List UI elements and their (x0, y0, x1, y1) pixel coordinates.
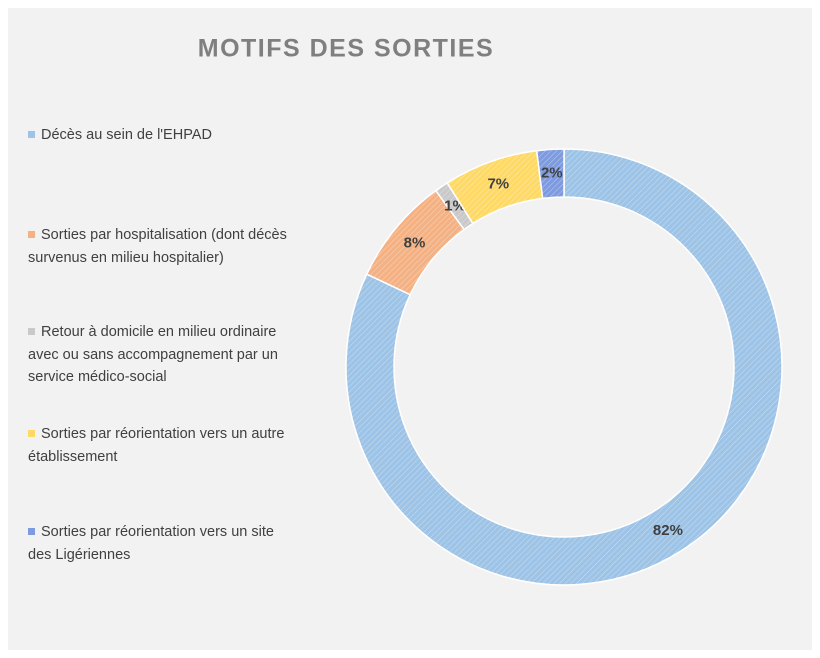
legend-label: Retour à domicile en milieu ordinaire av… (28, 324, 278, 385)
legend-item: Retour à domicile en milieu ordinaire av… (28, 321, 290, 389)
legend-swatch (28, 328, 35, 335)
legend-item: Sorties par hospitalisation (dont décès … (28, 224, 290, 269)
chart-title: MOTIFS DES SORTIES (198, 35, 494, 63)
legend-swatch (28, 231, 35, 238)
data-label: 8% (404, 234, 426, 251)
legend-swatch (28, 131, 35, 138)
legend-item: Décès au sein de l'EHPAD (28, 124, 290, 147)
data-label: 82% (653, 522, 683, 539)
donut-slice (345, 148, 783, 586)
data-label: 2% (541, 164, 563, 181)
legend-label: Sorties par réorientation vers un site d… (28, 524, 274, 563)
legend-label: Sorties par hospitalisation (dont décès … (28, 227, 287, 266)
legend-swatch (28, 430, 35, 437)
data-label: 7% (487, 175, 509, 192)
legend-label: Sorties par réorientation vers un autre … (28, 426, 285, 465)
legend-label: Décès au sein de l'EHPAD (41, 127, 212, 143)
legend-swatch (28, 528, 35, 535)
legend-item: Sorties par réorientation vers un autre … (28, 423, 290, 468)
legend-item: Sorties par réorientation vers un site d… (28, 521, 290, 566)
donut-slice (535, 148, 565, 200)
